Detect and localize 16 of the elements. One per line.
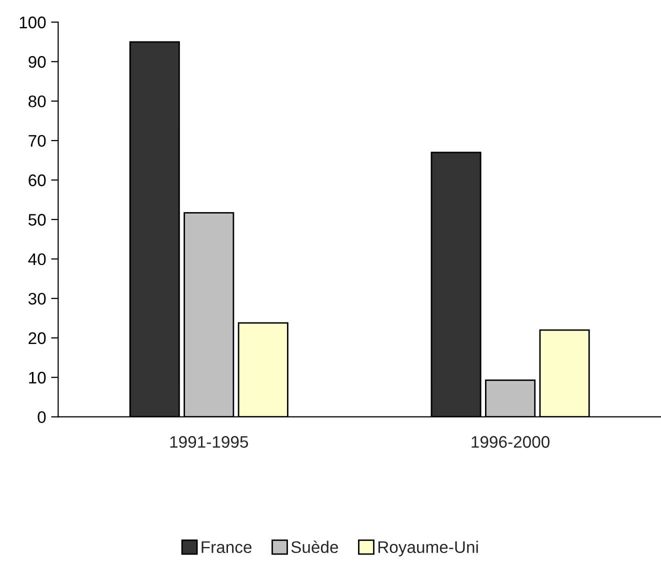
legend-label: Suède	[291, 540, 338, 554]
y-tick-label: 70	[28, 134, 46, 147]
y-tick-label: 30	[28, 292, 46, 305]
x-tick-label: 1996-2000	[472, 436, 550, 448]
y-tick-label: 80	[28, 95, 46, 108]
x-tick-label: 1991-1995	[170, 436, 248, 448]
legend-label: France	[202, 541, 252, 554]
y-tick-label: 90	[28, 56, 46, 68]
y-tick-label: 60	[28, 174, 46, 186]
legend-label: Royaume-Uni	[378, 540, 478, 556]
y-tick-label: 50	[28, 214, 46, 226]
y-tick-label: 40	[28, 253, 46, 266]
y-tick-label: 10	[29, 372, 46, 384]
y-tick-label: 20	[28, 332, 46, 344]
y-tick-label: 0	[38, 411, 46, 424]
y-tick-label: 100	[20, 16, 46, 28]
